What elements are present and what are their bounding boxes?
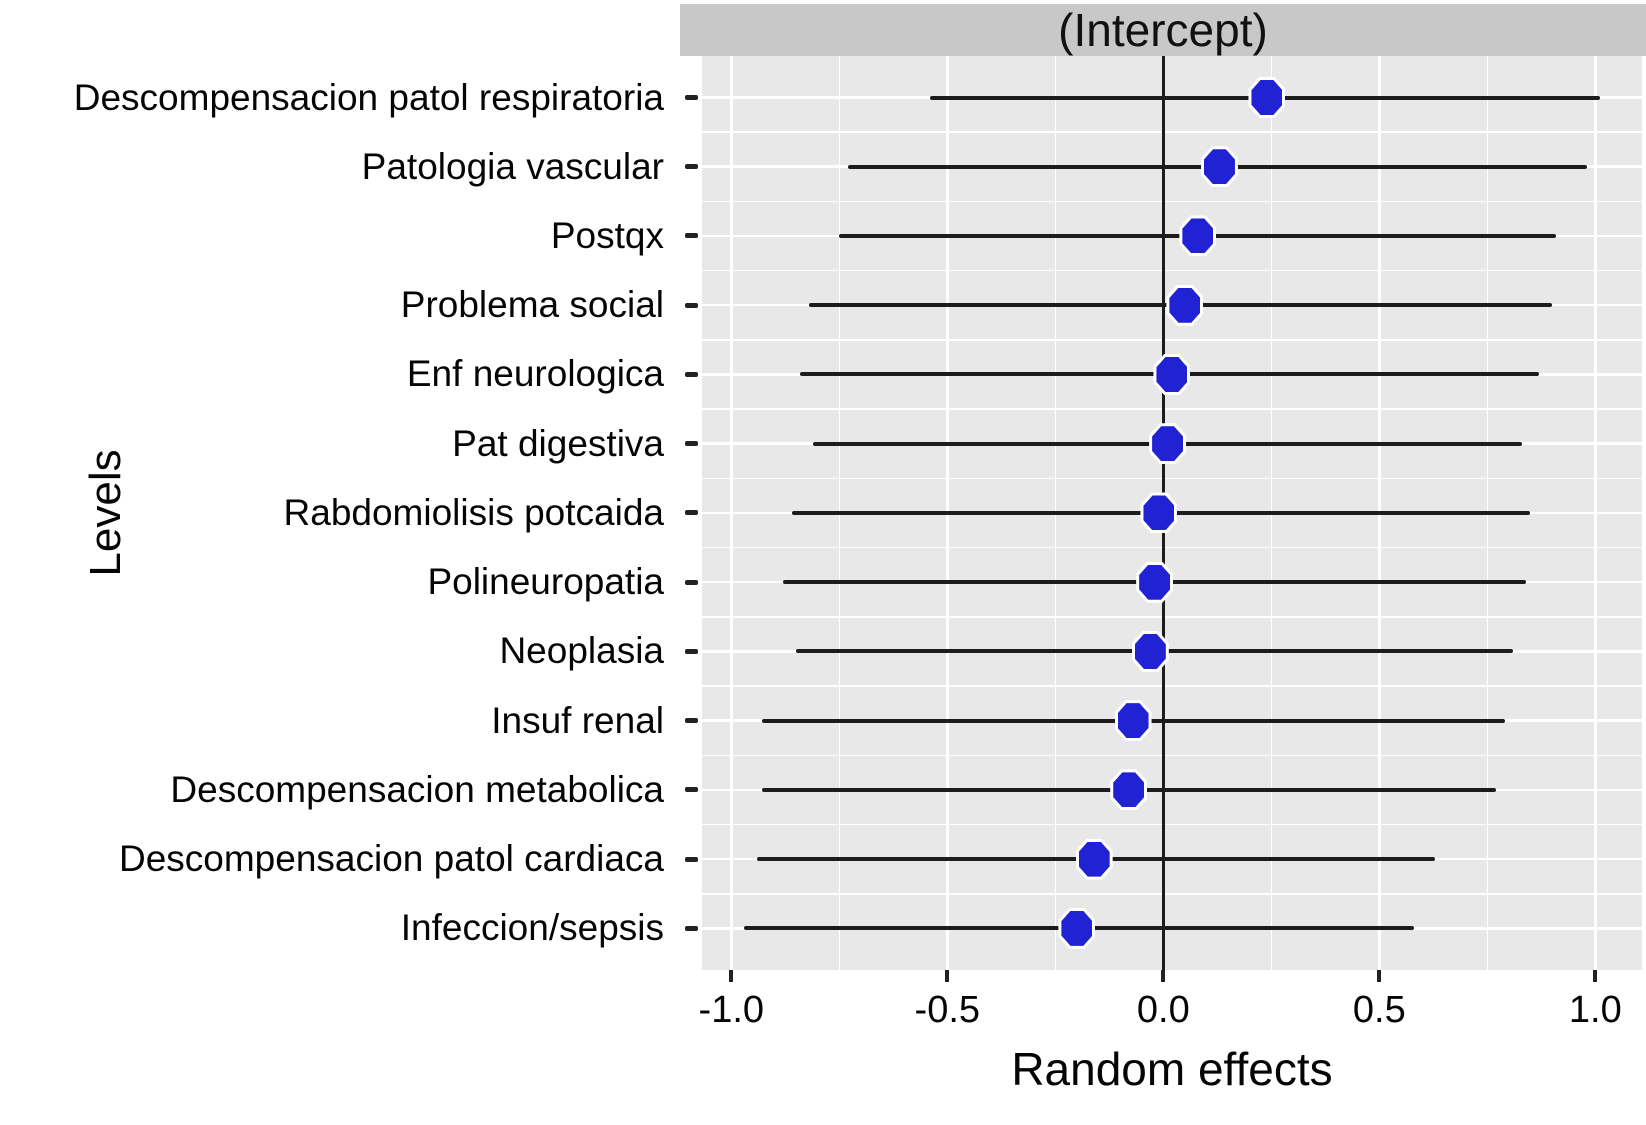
facet-strip-title: (Intercept) — [1058, 4, 1268, 56]
estimate-dot-fill — [1078, 841, 1110, 877]
y-axis-label: Pat digestiva — [452, 422, 664, 464]
estimate-dot-fill — [1152, 426, 1184, 462]
y-tick-mark — [685, 718, 698, 724]
estimate-dot — [1114, 700, 1152, 742]
gridline-y-minor — [702, 269, 1642, 272]
estimate-dot — [1110, 769, 1148, 811]
x-axis-tick-label: 1.0 — [1568, 989, 1622, 1031]
y-axis-label: Rabdomiolisis potcaida — [283, 491, 664, 533]
y-axis-label: Descompensacion patol cardiaca — [118, 838, 664, 880]
y-axis-label: Patologia vascular — [361, 145, 664, 187]
y-axis-label: Polineuropatia — [427, 561, 664, 603]
y-tick-mark — [685, 648, 698, 654]
estimate-dot-fill — [1251, 80, 1283, 115]
gridline-y-minor — [702, 546, 1642, 549]
y-tick-mark — [685, 95, 698, 100]
estimate-dot-fill — [1143, 495, 1175, 531]
y-tick-mark — [685, 233, 698, 239]
y-tick-mark — [685, 510, 698, 516]
estimate-dot — [1131, 630, 1169, 672]
y-tick-mark — [685, 164, 698, 170]
x-axis-tick-label: -1.0 — [698, 989, 765, 1031]
x-tick-mark — [1161, 970, 1166, 982]
estimate-dot-fill — [1139, 564, 1171, 600]
x-axis-tick-label: 0.0 — [1136, 989, 1190, 1031]
x-axis-title: Random effects — [1011, 1043, 1333, 1095]
y-axis-label: Neoplasia — [499, 630, 664, 672]
gridline-y-minor — [702, 408, 1642, 410]
estimate-dot — [1200, 146, 1238, 188]
estimate-dot-fill — [1061, 910, 1093, 946]
estimate-dot — [1248, 77, 1286, 118]
estimate-dot — [1179, 215, 1217, 257]
y-axis-label: Descompensacion metabolica — [170, 768, 664, 810]
y-axis-label: Descompensacion patol respiratoria — [73, 76, 664, 118]
x-tick-mark — [1593, 970, 1598, 982]
estimate-dot — [1166, 284, 1204, 326]
y-axis-label: Problema social — [400, 284, 664, 326]
gridline-y-minor — [702, 131, 1642, 133]
estimate-dot-fill — [1203, 149, 1235, 185]
estimate-dot-fill — [1182, 218, 1214, 254]
y-tick-mark — [685, 302, 698, 308]
estimate-dot — [1140, 492, 1178, 534]
gridline-y-minor — [702, 754, 1642, 757]
x-tick-mark — [945, 970, 950, 982]
y-tick-mark — [685, 856, 698, 862]
y-tick-mark — [685, 925, 698, 931]
plot-panel — [702, 56, 1642, 970]
y-tick-mark — [685, 371, 698, 377]
y-axis-label: Postqx — [550, 214, 664, 256]
estimate-dot — [1149, 423, 1187, 465]
y-axis-label: Insuf renal — [491, 699, 664, 741]
estimate-dot-fill — [1117, 703, 1149, 739]
x-tick-mark — [729, 970, 734, 982]
x-axis-tick-label: -0.5 — [914, 989, 981, 1031]
estimate-dot-fill — [1134, 633, 1166, 669]
y-axis-label: Enf neurologica — [406, 353, 664, 395]
gridline-y-minor — [702, 893, 1642, 895]
gridline-y-minor — [702, 200, 1642, 203]
estimate-dot — [1075, 838, 1113, 880]
gridline-y-minor — [702, 823, 1642, 826]
y-tick-mark — [685, 579, 698, 585]
y-axis-label: Infeccion/sepsis — [400, 907, 664, 949]
facet-strip: (Intercept) — [680, 4, 1646, 56]
x-axis-tick-label: 0.5 — [1352, 989, 1406, 1031]
gridline-y-minor — [702, 339, 1642, 341]
gridline-y-minor — [702, 477, 1642, 480]
gridline-y-minor — [702, 685, 1642, 687]
estimate-dot-fill — [1113, 772, 1145, 808]
estimate-dot — [1058, 907, 1096, 949]
x-tick-mark — [1377, 970, 1382, 982]
estimate-dot — [1136, 561, 1174, 603]
y-tick-mark — [685, 787, 698, 793]
estimate-dot — [1153, 353, 1191, 395]
y-tick-mark — [685, 441, 698, 447]
estimate-dot-fill — [1156, 356, 1188, 392]
estimate-dot-fill — [1169, 287, 1201, 323]
gridline-y-minor — [702, 616, 1642, 618]
